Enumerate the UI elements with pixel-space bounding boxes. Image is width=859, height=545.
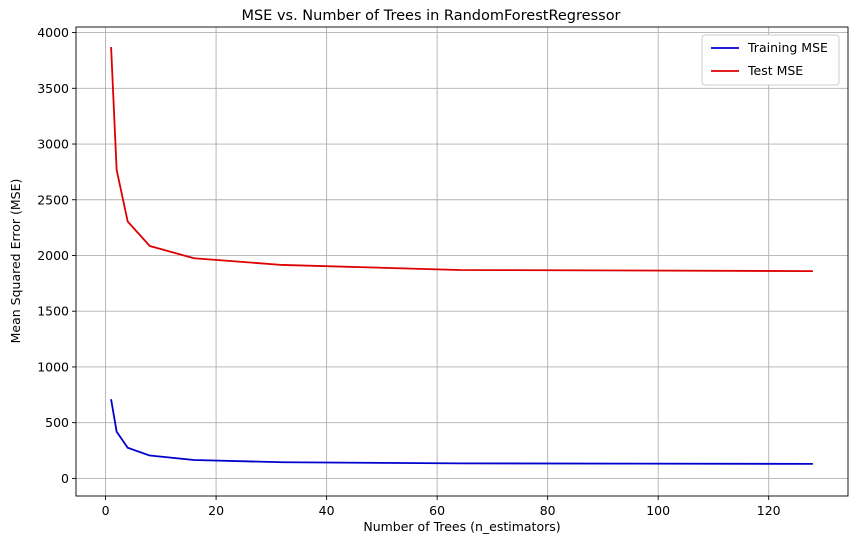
x-tick-label: 120 [757,503,781,518]
y-tick-label: 2000 [37,248,69,263]
y-axis-label: Mean Squared Error (MSE) [8,179,23,344]
series-line-training-mse [110,399,813,465]
x-tick-label: 60 [429,503,445,518]
y-tick-label: 2500 [37,192,69,207]
y-tick-label: 500 [45,415,69,430]
legend-label-test: Test MSE [747,63,803,78]
x-tick-label: 0 [102,503,110,518]
series-line-test-mse [110,47,813,272]
x-tick-label: 100 [646,503,670,518]
x-axis-label: Number of Trees (n_estimators) [363,519,560,534]
chart-title: MSE vs. Number of Trees in RandomForestR… [241,8,620,24]
x-axis-ticks: 0 20 40 60 80 100 120 [102,496,781,518]
y-tick-label: 3000 [37,137,69,152]
y-tick-label: 0 [61,471,69,486]
y-tick-label: 1000 [37,359,69,374]
x-tick-label: 80 [540,503,556,518]
y-tick-label: 1500 [37,304,69,319]
y-axis-ticks: 0 500 1000 1500 2000 2500 3000 3500 4000 [37,25,76,486]
x-tick-label: 20 [208,503,224,518]
plot-frame [75,26,849,497]
x-tick-label: 40 [319,503,335,518]
legend-label-training: Training MSE [747,40,828,55]
series-layer [110,47,813,465]
legend: Training MSE Test MSE [701,34,840,86]
grid [76,27,848,496]
y-tick-label: 4000 [37,25,69,40]
y-tick-label: 3500 [37,81,69,96]
